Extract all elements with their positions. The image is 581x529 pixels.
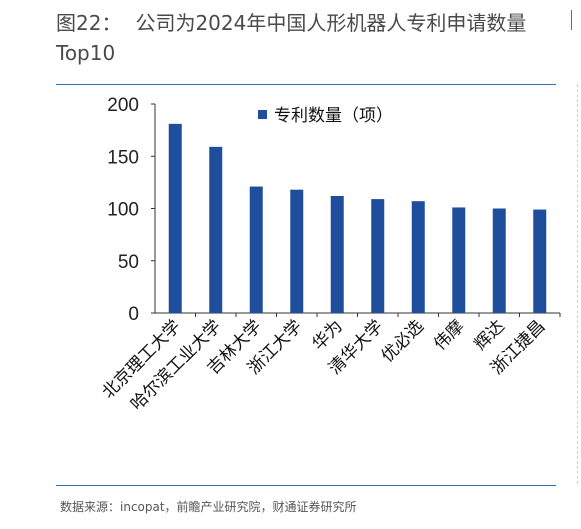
bar: [330, 195, 344, 313]
figure-label: 图22：: [56, 11, 122, 35]
legend-label: 专利数量（项）: [274, 106, 393, 126]
y-tick-label: 200: [107, 95, 139, 116]
top-rule: [56, 84, 556, 85]
bar: [290, 189, 304, 313]
bar: [209, 146, 223, 313]
x-tick-label: 优必选: [378, 316, 428, 366]
y-tick-label: 0: [128, 304, 139, 325]
chart-title: 图22： 公司为2024年中国人形机器人专利申请数量Top10: [56, 8, 566, 68]
bottom-rule: [56, 485, 556, 486]
bar: [371, 199, 385, 313]
bar: [249, 186, 263, 313]
y-tick-label: 150: [107, 147, 139, 168]
bar: [452, 207, 466, 313]
bar: [533, 209, 547, 313]
bar: [492, 208, 506, 313]
y-tick-label: 50: [118, 252, 139, 273]
page-edge-mark: [571, 10, 572, 30]
y-tick-label: 100: [107, 200, 139, 221]
bar: [411, 201, 425, 313]
title-text: 公司为2024年中国人形机器人专利申请数量Top10: [56, 11, 527, 65]
adjacent-panel-edge: [577, 84, 579, 484]
x-tick-label: 伟摩: [430, 316, 468, 354]
bar: [168, 123, 182, 313]
source-note: 数据来源：incopat，前瞻产业研究院，财通证券研究所: [60, 500, 357, 514]
legend-swatch: [258, 110, 267, 119]
